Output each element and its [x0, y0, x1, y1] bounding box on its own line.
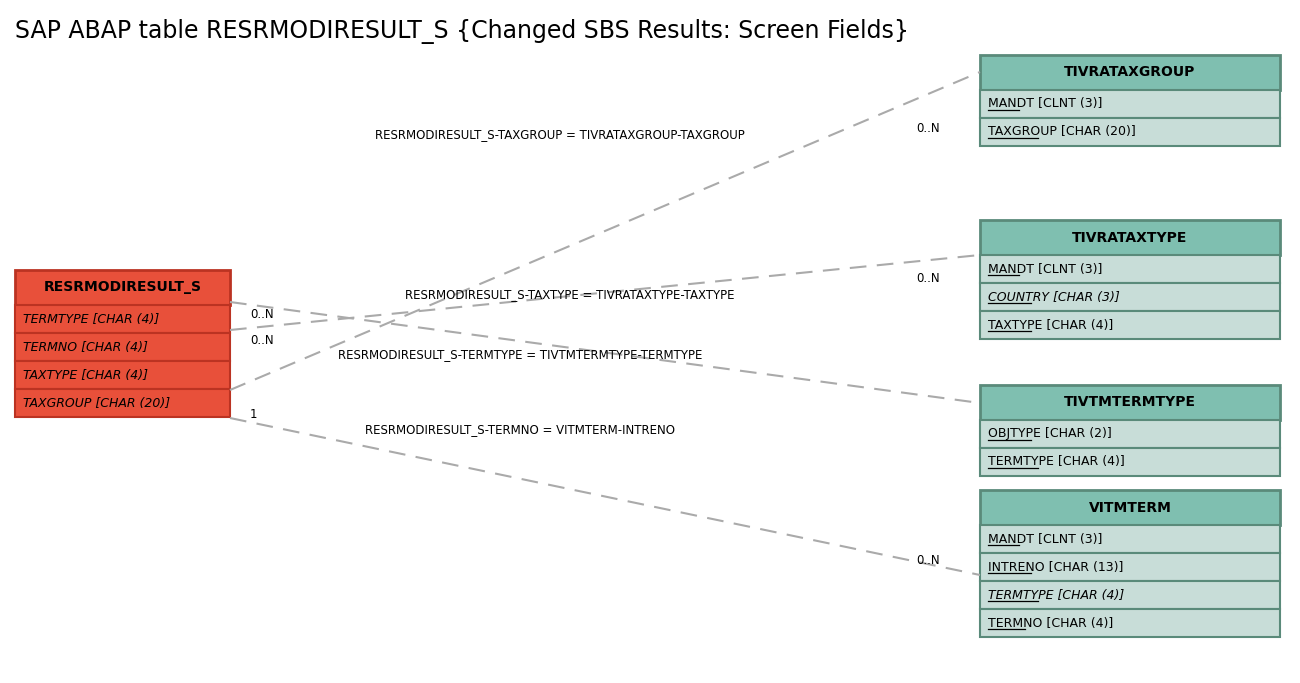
- Bar: [980, 553, 1280, 581]
- Text: TAXTYPE [CHAR (4)]: TAXTYPE [CHAR (4)]: [23, 369, 148, 382]
- Text: RESRMODIRESULT_S-TERMNO = VITMTERM-INTRENO: RESRMODIRESULT_S-TERMNO = VITMTERM-INTRE…: [365, 423, 675, 436]
- Bar: [980, 255, 1280, 283]
- Bar: [16, 270, 230, 305]
- Text: TIVRATAXGROUP: TIVRATAXGROUP: [1065, 66, 1196, 79]
- Text: SAP ABAP table RESRMODIRESULT_S {Changed SBS Results: Screen Fields}: SAP ABAP table RESRMODIRESULT_S {Changed…: [16, 20, 909, 44]
- Text: TERMTYPE [CHAR (4)]: TERMTYPE [CHAR (4)]: [988, 589, 1124, 602]
- Bar: [980, 420, 1280, 448]
- Bar: [16, 333, 230, 361]
- Text: MANDT [CLNT (3)]: MANDT [CLNT (3)]: [988, 533, 1102, 546]
- Text: VITMTERM: VITMTERM: [1088, 501, 1171, 514]
- Bar: [980, 311, 1280, 339]
- Text: MANDT [CLNT (3)]: MANDT [CLNT (3)]: [988, 262, 1102, 275]
- Bar: [980, 220, 1280, 255]
- Text: TERMNO [CHAR (4)]: TERMNO [CHAR (4)]: [23, 341, 148, 354]
- Bar: [980, 55, 1280, 90]
- Text: RESRMODIRESULT_S-TAXGROUP = TIVRATAXGROUP-TAXGROUP: RESRMODIRESULT_S-TAXGROUP = TIVRATAXGROU…: [376, 128, 745, 141]
- Bar: [16, 389, 230, 417]
- Bar: [16, 361, 230, 389]
- Text: OBJTYPE [CHAR (2)]: OBJTYPE [CHAR (2)]: [988, 428, 1112, 441]
- Text: TAXGROUP [CHAR (20)]: TAXGROUP [CHAR (20)]: [23, 397, 170, 410]
- Bar: [980, 525, 1280, 553]
- Text: RESRMODIRESULT_S-TAXTYPE = TIVRATAXTYPE-TAXTYPE: RESRMODIRESULT_S-TAXTYPE = TIVRATAXTYPE-…: [406, 288, 734, 301]
- Bar: [980, 283, 1280, 311]
- Text: 0..N: 0..N: [916, 122, 940, 135]
- Text: TERMTYPE [CHAR (4)]: TERMTYPE [CHAR (4)]: [23, 313, 159, 326]
- Text: TIVTMTERMTYPE: TIVTMTERMTYPE: [1063, 395, 1196, 410]
- Text: 0..N: 0..N: [916, 553, 940, 566]
- Text: 0..N: 0..N: [250, 333, 273, 346]
- Text: RESRMODIRESULT_S: RESRMODIRESULT_S: [43, 281, 202, 294]
- Text: 0..N: 0..N: [250, 309, 273, 322]
- Bar: [980, 118, 1280, 146]
- Text: RESRMODIRESULT_S-TERMTYPE = TIVTMTERMTYPE-TERMTYPE: RESRMODIRESULT_S-TERMTYPE = TIVTMTERMTYP…: [338, 348, 702, 361]
- Bar: [980, 385, 1280, 420]
- Text: TAXTYPE [CHAR (4)]: TAXTYPE [CHAR (4)]: [988, 318, 1113, 331]
- Bar: [980, 609, 1280, 637]
- Text: TERMTYPE [CHAR (4)]: TERMTYPE [CHAR (4)]: [988, 456, 1124, 469]
- Text: COUNTRY [CHAR (3)]: COUNTRY [CHAR (3)]: [988, 290, 1119, 303]
- Bar: [980, 90, 1280, 118]
- Bar: [980, 490, 1280, 525]
- Text: INTRENO [CHAR (13)]: INTRENO [CHAR (13)]: [988, 561, 1123, 574]
- Text: TERMNO [CHAR (4)]: TERMNO [CHAR (4)]: [988, 617, 1113, 630]
- Bar: [16, 305, 230, 333]
- Bar: [980, 448, 1280, 476]
- Text: MANDT [CLNT (3)]: MANDT [CLNT (3)]: [988, 98, 1102, 111]
- Text: 0..N: 0..N: [916, 272, 940, 285]
- Text: 1: 1: [250, 408, 257, 421]
- Text: TAXGROUP [CHAR (20)]: TAXGROUP [CHAR (20)]: [988, 126, 1136, 139]
- Text: TIVRATAXTYPE: TIVRATAXTYPE: [1072, 230, 1188, 245]
- Bar: [980, 581, 1280, 609]
